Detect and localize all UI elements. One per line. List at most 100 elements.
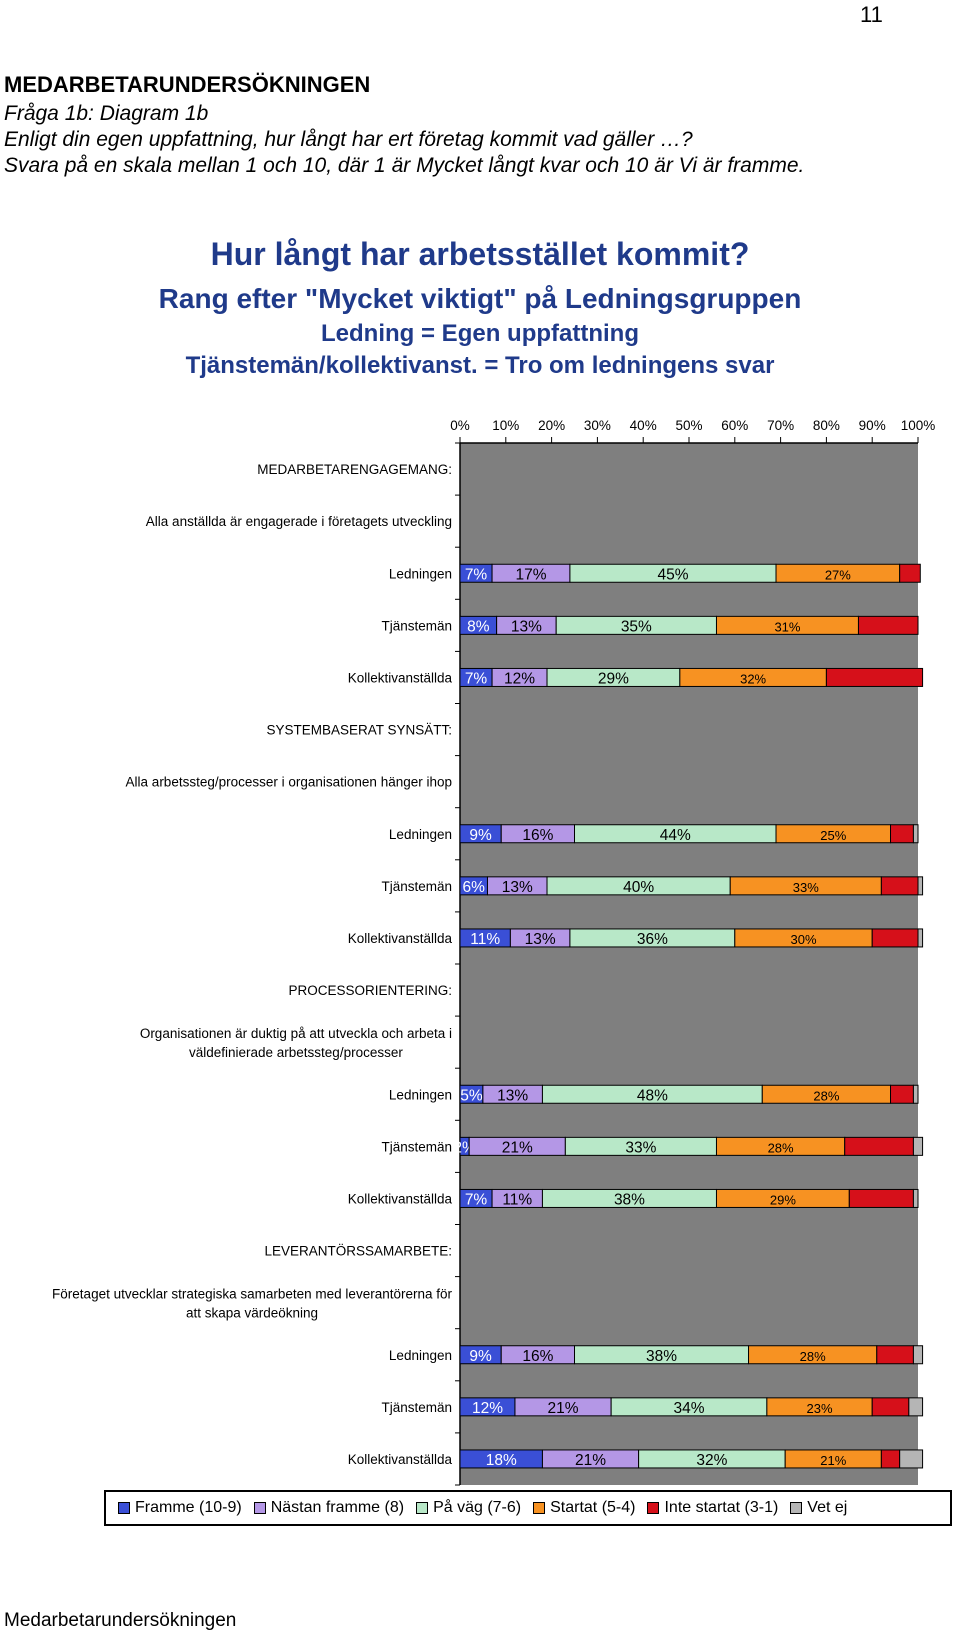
bar-segment (871, 1397, 910, 1417)
data-label: 36% (637, 931, 668, 948)
bar-segment (912, 1188, 919, 1208)
legend-swatch (253, 1502, 266, 1514)
bar-segment (908, 1397, 924, 1417)
bar-segment (848, 1188, 914, 1208)
bar-segment (899, 1449, 924, 1469)
data-label: 21% (575, 1452, 606, 1469)
category-label: Företaget utvecklar strategiska samarbet… (52, 1287, 452, 1302)
category-label: PROCESSORIENTERING: (288, 983, 452, 998)
category-label: Ledningen (389, 566, 452, 581)
data-label: 29% (770, 1192, 796, 1207)
data-label: 16% (522, 827, 553, 844)
data-label: 34% (673, 1400, 704, 1417)
category-label: Tjänstemän (381, 1400, 452, 1415)
bar-segment (876, 1345, 914, 1365)
legend-item: Startat (5-4) (533, 1499, 635, 1517)
legend-label: Startat (5-4) (550, 1499, 636, 1516)
intro-line-3: Svara på en skala mellan 1 och 10, där 1… (4, 154, 805, 177)
document-title: MEDARBETARUNDERSÖKNINGEN (4, 72, 371, 97)
data-label: 13% (502, 879, 533, 896)
page-number: 11 (860, 2, 883, 27)
bar-segment (912, 1084, 919, 1104)
bar-segment (890, 1084, 914, 1104)
data-label: 13% (525, 931, 556, 948)
data-label: 21% (502, 1139, 533, 1156)
legend-swatch (416, 1502, 429, 1514)
data-label: 35% (621, 618, 652, 635)
bar-segment (912, 1345, 924, 1365)
legend-item: Inte startat (3-1) (647, 1499, 778, 1517)
legend-label: Vet ej (807, 1499, 848, 1516)
data-label: 21% (548, 1400, 579, 1417)
category-label: Kollektivanställda (348, 1452, 453, 1467)
chart-subtitle-2: Ledning = Egen uppfattning (321, 320, 639, 347)
chart-subtitle-3: Tjänstemän/kollektivanst. = Tro om ledni… (185, 352, 775, 379)
category-label: LEVERANTÖRSSAMARBETE: (264, 1244, 452, 1259)
data-label: 13% (497, 1087, 528, 1104)
data-label: 31% (774, 619, 800, 634)
category-label: Ledningen (389, 1348, 452, 1363)
data-label: 38% (614, 1191, 645, 1208)
legend-item: Framme (10-9) (118, 1499, 242, 1517)
category-label: MEDARBETARENGAGEMANG: (257, 462, 452, 477)
data-label: 33% (793, 880, 819, 895)
legend-swatch (118, 1502, 130, 1514)
data-label: 18% (486, 1452, 517, 1469)
data-label: 12% (504, 670, 535, 687)
legend-swatch (790, 1502, 803, 1514)
bar-segment (871, 928, 919, 948)
category-label: väldefinierade arbetssteg/processer (189, 1045, 403, 1060)
data-label: 28% (813, 1088, 839, 1103)
x-tick-label: 50% (675, 418, 702, 433)
legend-swatch (647, 1502, 660, 1514)
bar-segment (899, 563, 921, 583)
category-label: Tjänstemän (381, 1139, 452, 1154)
data-label: 7% (465, 670, 488, 687)
data-label: 23% (807, 1401, 833, 1416)
bar-segment (880, 876, 919, 896)
x-tick-label: 70% (767, 418, 794, 433)
data-label: 16% (522, 1348, 553, 1365)
x-tick-label: 100% (901, 418, 936, 433)
category-label: Kollektivanställda (348, 670, 453, 685)
data-label: 13% (511, 618, 542, 635)
x-tick-label: 60% (721, 418, 748, 433)
data-label: 17% (515, 566, 546, 583)
data-label: 9% (469, 1348, 492, 1365)
chart-legend: Framme (10-9) Nästan framme (8) På väg (7-… (104, 1490, 952, 1526)
footer-text: Medarbetarundersökningen (4, 1610, 237, 1631)
legend-swatch (533, 1502, 546, 1514)
data-label: 5% (460, 1087, 483, 1104)
category-label: att skapa värdeökning (186, 1306, 318, 1321)
data-label: 32% (696, 1452, 727, 1469)
data-label: 38% (646, 1348, 677, 1365)
data-label: 11% (502, 1191, 532, 1208)
category-label: Ledningen (389, 1087, 452, 1102)
x-tick-label: 0% (450, 418, 470, 433)
bar-segment (890, 824, 914, 844)
category-label: Alla anställda är engagerade i företaget… (146, 514, 452, 529)
data-label: 33% (625, 1139, 656, 1156)
category-label: Alla arbetssteg/processer i organisation… (126, 775, 452, 790)
data-label: 11% (470, 931, 500, 948)
category-label: Organisationen är duktig på att utveckla… (140, 1026, 452, 1041)
data-label: 32% (740, 671, 766, 686)
x-tick-label: 80% (813, 418, 840, 433)
bar-segment (917, 876, 924, 896)
bar-segment (825, 667, 924, 687)
data-label: 48% (637, 1087, 668, 1104)
category-label: Kollektivanställda (348, 931, 453, 946)
bar-segment (912, 824, 919, 844)
bar-segment (844, 1136, 914, 1156)
chart-title: Hur långt har arbetsstället kommit? (210, 236, 750, 272)
bar-segment (880, 1449, 901, 1469)
category-label: Ledningen (389, 827, 452, 842)
data-label: 21% (820, 1453, 846, 1468)
legend-label: Framme (10-9) (135, 1499, 242, 1516)
data-label: 30% (790, 932, 816, 947)
data-label: 6% (463, 879, 486, 896)
x-tick-label: 20% (538, 418, 565, 433)
category-label: Tjänstemän (381, 618, 452, 633)
data-label: 27% (825, 567, 851, 582)
